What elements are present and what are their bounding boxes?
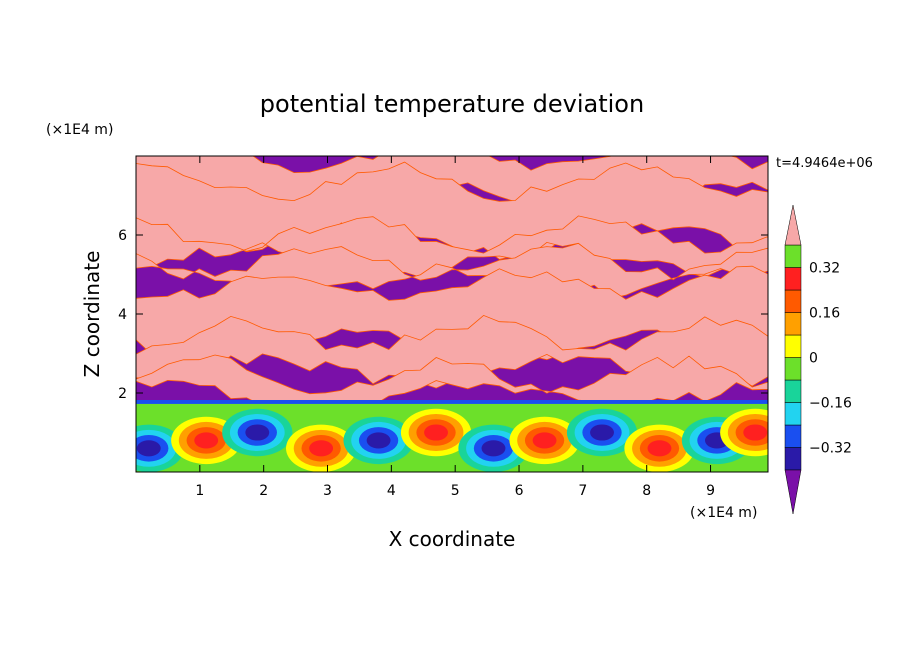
- eddy: [424, 424, 448, 441]
- colorbar-bin: [784, 424, 802, 448]
- y-tick-label: 2: [118, 386, 127, 402]
- colorbar-upper-extension: [784, 204, 802, 246]
- time-label: t=4.9464e+06: [776, 156, 873, 171]
- x-tick-label: 2: [259, 483, 268, 499]
- x-tick-label: 9: [706, 483, 715, 499]
- eddy: [481, 440, 506, 457]
- upper-pattern: [136, 156, 768, 413]
- eddy: [590, 424, 614, 441]
- colorbar: 0.32 0.16 0 −0.16 −0.32: [784, 204, 852, 515]
- x-tick-label: 6: [515, 483, 524, 499]
- eddy: [136, 440, 161, 457]
- plot-area: [136, 156, 768, 472]
- eddy: [245, 424, 270, 441]
- x-axis-label: X coordinate: [389, 527, 516, 551]
- colorbar-bin: [784, 267, 802, 291]
- eddy: [194, 432, 219, 449]
- colorbar-tick-label: −0.32: [809, 441, 852, 457]
- colorbar-lower-extension: [784, 469, 802, 515]
- x-tick-label: 1: [195, 483, 204, 499]
- chart-title: potential temperature deviation: [260, 90, 644, 118]
- x-tick-label: 5: [451, 483, 460, 499]
- y-axis-label: Z coordinate: [80, 251, 104, 378]
- colorbar-bin: [784, 289, 802, 313]
- y-unit-label: (×1E4 m): [46, 122, 113, 138]
- colorbar-bin: [784, 402, 802, 426]
- colorbar-bin: [784, 334, 802, 358]
- colorbar-bin: [784, 312, 802, 336]
- y-tick-label: 4: [118, 307, 127, 323]
- lower-pattern: [136, 400, 768, 472]
- colorbar-tick-label: 0: [809, 351, 818, 367]
- eddy: [309, 440, 334, 457]
- colorbar-bin: [784, 244, 802, 268]
- y-axis: 2 4 6: [118, 228, 768, 402]
- pattern-band: [136, 314, 768, 389]
- eddy: [366, 432, 391, 449]
- x-tick-label: 8: [642, 483, 651, 499]
- x-tick-label: 4: [387, 483, 396, 499]
- layer-interface: [136, 400, 768, 404]
- colorbar-tick-label: 0.16: [809, 306, 840, 322]
- x-tick-label: 7: [578, 483, 587, 499]
- eddy: [647, 440, 672, 457]
- x-tick-label: 3: [323, 483, 332, 499]
- y-tick-label: 6: [118, 228, 127, 244]
- colorbar-tick-label: 0.32: [809, 261, 840, 277]
- colorbar-bin: [784, 357, 802, 381]
- x-axis: 1 2 3 4 5 6 7 8 9: [195, 156, 715, 499]
- x-unit-label: (×1E4 m): [690, 505, 757, 521]
- colorbar-bin: [784, 447, 802, 471]
- eddy: [532, 432, 557, 449]
- colorbar-bin: [784, 379, 802, 403]
- eddy: [743, 424, 768, 441]
- colorbar-tick-label: −0.16: [809, 396, 852, 412]
